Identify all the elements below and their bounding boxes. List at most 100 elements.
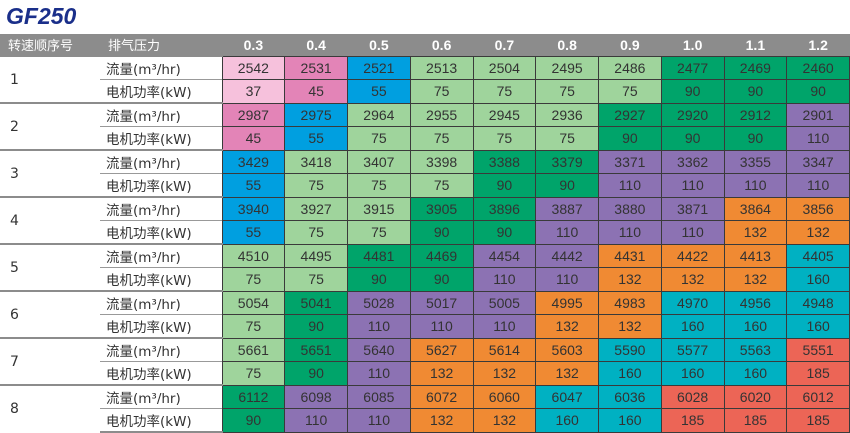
flow-cell: 3398 — [409, 149, 474, 174]
flow-cell: 2486 — [598, 55, 662, 80]
flow-cell: 2469 — [723, 55, 788, 80]
header-pressure-value: 1.2 — [786, 34, 850, 56]
header-pressure: 排气压力 — [100, 34, 222, 56]
flow-cell: 6098 — [284, 384, 348, 409]
table-row-flow: 3 流量(m³/hr) 3429 3418 3407 3398 3388 3379 3371 33… — [0, 149, 850, 197]
power-cell: 132 — [723, 267, 788, 292]
flow-cell: 3915 — [347, 196, 411, 221]
flow-cell: 5005 — [472, 290, 537, 315]
power-cell: 90 — [284, 361, 348, 386]
flow-cell: 2964 — [347, 102, 411, 127]
power-cell: 37 — [221, 79, 286, 104]
power-cell: 90 — [409, 220, 474, 245]
power-cell: 185 — [786, 361, 850, 386]
power-cell: 110 — [472, 267, 537, 292]
flow-cell: 6036 — [598, 384, 662, 409]
header-pressure-value: 0.7 — [473, 34, 536, 56]
flow-cell: 4469 — [409, 243, 474, 268]
flow-cell: 3927 — [284, 196, 348, 221]
flow-cell: 3407 — [347, 149, 411, 174]
flow-cell: 3856 — [786, 196, 850, 221]
flow-cell: 4413 — [723, 243, 788, 268]
power-cell: 45 — [284, 79, 348, 104]
power-cell: 75 — [472, 126, 537, 151]
table-row-flow: 4 流量(m³/hr) 3940 3927 3915 3905 3896 3887 3880 38… — [0, 196, 850, 244]
power-cell: 110 — [409, 314, 474, 339]
performance-table: 转速顺序号 排气压力 0.3 0.4 0.5 0.6 0.7 0.8 0.9 1.0 1.1 1.… — [0, 34, 850, 433]
table-row-power: 电机功率(kW) 37 45 55 75 75 75 75 90 90 90 — [0, 79, 850, 104]
flow-cell: 4422 — [660, 243, 725, 268]
power-cell: 90 — [660, 79, 725, 104]
header-speed-no: 转速顺序号 — [0, 34, 100, 56]
power-cell: 110 — [347, 361, 411, 386]
row-label-flow: 流量(m³/hr) — [100, 196, 222, 221]
flow-cell: 6085 — [347, 384, 411, 409]
flow-cell: 6020 — [723, 384, 788, 409]
power-cell: 90 — [598, 126, 662, 151]
power-cell: 90 — [472, 220, 537, 245]
power-cell: 110 — [598, 220, 662, 245]
power-cell: 90 — [409, 267, 474, 292]
flow-cell: 3940 — [221, 196, 286, 221]
table-row-flow: 8 流量(m³/hr) 6112 6098 6085 6072 6060 6047 6036 60… — [0, 384, 850, 432]
power-cell: 110 — [786, 126, 850, 151]
flow-cell: 5640 — [347, 337, 411, 362]
power-cell: 132 — [409, 408, 474, 433]
row-label-flow: 流量(m³/hr) — [100, 55, 222, 80]
flow-cell: 2901 — [786, 102, 850, 127]
flow-cell: 5603 — [535, 337, 599, 362]
flow-cell: 4510 — [221, 243, 286, 268]
row-label-power: 电机功率(kW) — [100, 126, 222, 150]
row-label-power: 电机功率(kW) — [100, 267, 222, 291]
flow-cell: 5041 — [284, 290, 348, 315]
header-row: 转速顺序号 排气压力 0.3 0.4 0.5 0.6 0.7 0.8 0.9 1.0 1.1 1.… — [0, 34, 850, 56]
power-cell: 90 — [786, 79, 850, 104]
power-cell: 160 — [786, 267, 850, 292]
speed-number: 6 — [0, 290, 100, 338]
row-label-flow: 流量(m³/hr) — [100, 384, 222, 409]
power-cell: 160 — [723, 314, 788, 339]
flow-cell: 4481 — [347, 243, 411, 268]
flow-cell: 2975 — [284, 102, 348, 127]
power-cell: 110 — [472, 314, 537, 339]
power-cell: 55 — [347, 79, 411, 104]
row-label-flow: 流量(m³/hr) — [100, 290, 222, 315]
table-row-power: 电机功率(kW) 75 75 90 90 110 110 132 132 132 160 — [0, 267, 850, 292]
flow-cell: 5661 — [221, 337, 286, 362]
flow-cell: 6072 — [409, 384, 474, 409]
power-cell: 132 — [723, 220, 788, 245]
table-row-flow: 1 流量(m³/hr) 2542 2531 2521 2513 2504 2495 2486 24… — [0, 55, 850, 103]
flow-cell: 2460 — [786, 55, 850, 80]
flow-cell: 2912 — [723, 102, 788, 127]
power-cell: 110 — [535, 267, 599, 292]
flow-cell: 3355 — [723, 149, 788, 174]
flow-cell: 5017 — [409, 290, 474, 315]
power-cell: 132 — [598, 267, 662, 292]
flow-cell: 5563 — [723, 337, 788, 362]
power-cell: 75 — [221, 267, 286, 292]
flow-cell: 5551 — [786, 337, 850, 362]
flow-cell: 4431 — [598, 243, 662, 268]
row-label-flow: 流量(m³/hr) — [100, 243, 222, 268]
table-row-power: 电机功率(kW) 75 90 110 110 110 132 132 160 160 160 — [0, 314, 850, 339]
table-row-power: 电机功率(kW) 55 75 75 75 90 90 110 110 110 110 — [0, 173, 850, 198]
power-cell: 132 — [535, 361, 599, 386]
power-cell: 75 — [284, 267, 348, 292]
table-row-flow: 6 流量(m³/hr) 5054 5041 5028 5017 5005 4995 4983 49… — [0, 290, 850, 338]
power-cell: 160 — [598, 408, 662, 433]
header-pressure-value: 1.1 — [724, 34, 787, 56]
power-cell: 75 — [284, 173, 348, 198]
row-label-power: 电机功率(kW) — [100, 220, 222, 244]
power-cell: 75 — [472, 79, 537, 104]
header-pressure-value: 0.9 — [598, 34, 662, 56]
power-cell: 45 — [221, 126, 286, 151]
flow-cell: 2987 — [221, 102, 286, 127]
flow-cell: 2936 — [535, 102, 599, 127]
flow-cell: 2521 — [347, 55, 411, 80]
row-label-power: 电机功率(kW) — [100, 314, 222, 338]
row-label-power: 电机功率(kW) — [100, 79, 222, 103]
flow-cell: 6028 — [660, 384, 725, 409]
power-cell: 90 — [221, 408, 286, 433]
flow-cell: 4405 — [786, 243, 850, 268]
power-cell: 160 — [723, 361, 788, 386]
